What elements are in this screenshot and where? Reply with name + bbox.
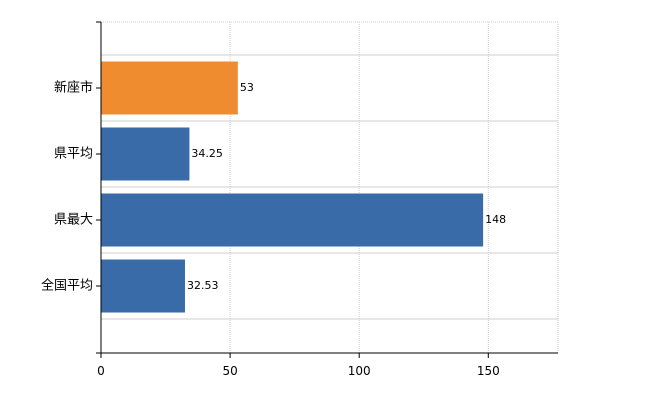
bar [101,61,238,115]
x-tick-label: 150 [477,364,500,378]
category-label: 県最大 [54,213,93,228]
category-label: 新座市 [54,80,93,96]
bar [101,193,484,247]
data-label: 32.53 [187,279,219,292]
data-label: 148 [485,213,506,226]
bar [101,259,185,313]
axis-layer [96,21,558,358]
data-label: 34.25 [191,147,223,160]
category-label: 全国平均 [41,278,93,294]
x-tick-label: 100 [348,364,371,378]
x-tick-label: 50 [222,364,237,378]
data-label: 53 [240,81,254,94]
category-label: 県平均 [54,147,93,162]
x-tick-label: 0 [97,364,105,378]
label-layer: 新座市 53 県平均 34.25 県最大 148 全国平均 32.53 0 50 100 150 [41,80,506,379]
grid-layer [101,21,559,353]
bar [101,127,190,181]
bar-layer [101,61,484,313]
